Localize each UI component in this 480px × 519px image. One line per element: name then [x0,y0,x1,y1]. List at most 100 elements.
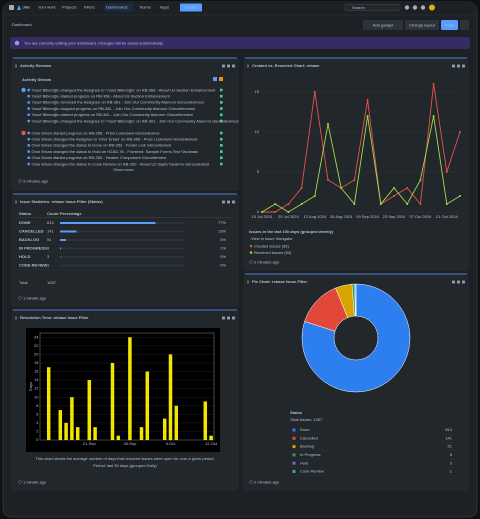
gadget-action-icon[interactable] [452,280,455,284]
y-tick-label: 10 [255,129,260,134]
activity-entry[interactable]: Yusuf Biberoğlu changed the Assignee to … [32,87,217,92]
issue-type-icon [220,88,223,92]
user-avatar [21,130,26,136]
activity-type-icon [27,88,30,92]
gadget-action-icon[interactable] [227,316,230,320]
button-change-layout[interactable] [405,20,439,30]
status-count[interactable]: 141 [47,229,54,234]
legend-label[interactable]: Cancelled [300,435,318,440]
legend-label[interactable]: Hold [300,460,308,465]
header-button-label[interactable]: Change layout [409,22,436,27]
jira-logo[interactable] [17,5,21,10]
status-name[interactable]: BACKLOG [19,237,39,242]
settings-icon[interactable] [420,5,426,10]
button-add-gadget[interactable] [363,20,403,30]
gadget-action-icon[interactable] [222,200,225,204]
status-name[interactable]: CANCELLED [19,229,44,234]
status-name[interactable]: DONE [19,220,31,225]
gadget-action-icon[interactable] [457,64,460,68]
y-tick-label: 6 [36,411,39,416]
gadget-action-icon[interactable] [232,316,235,320]
activity-entry[interactable]: Onur Erkan changed the status to Code Re… [32,161,210,166]
gadget-drag-icon[interactable] [15,64,17,68]
status-count[interactable]: 8 [47,246,50,251]
search-placeholder[interactable]: Search [352,5,365,10]
legend-label[interactable]: In Progress [300,452,320,457]
gadget-drag-icon[interactable] [15,200,17,204]
activity-entry[interactable]: Onur Erkan started progress on RB-355 - … [32,155,167,160]
activity-type-icon [27,150,30,153]
activity-entry[interactable]: Onur Erkan started progress on RB-358 - … [32,130,160,135]
gadget-drag-icon[interactable] [247,64,249,68]
gadget-action-icon[interactable] [232,200,235,204]
help-icon[interactable] [412,5,418,10]
series-point [393,187,395,189]
header-button-label[interactable]: Add gadget [373,22,394,27]
legend-label[interactable]: Done [300,427,310,432]
gadget-title: Created vs. Resolved Chart: rebase [252,63,320,68]
gadget-action-icon[interactable] [227,200,230,204]
activity-entry[interactable]: Onur Erkan changed the Assignee to 'Onur… [32,136,198,141]
nav-item[interactable]: Projects [62,5,76,10]
status-name[interactable]: HOLD [19,254,30,259]
activity-entry[interactable]: Yusuf Biberoğlu started progress on RB-3… [32,112,194,117]
y-tick-label: 14 [34,377,39,382]
activity-entry[interactable]: Onur Erkan changed the status to Hold on… [32,149,199,154]
activity-entry[interactable]: Yusuf Biberoğlu stopped progress on RB-3… [32,106,196,111]
activity-entry[interactable]: Onur Erkan changed the status to Done on… [32,143,172,148]
gadget-action-icon[interactable] [222,316,225,320]
gadget-action-icon[interactable] [222,64,225,68]
issue-type-icon [220,94,223,98]
legend-label[interactable]: Backlog [300,444,314,449]
button-done[interactable] [441,20,458,30]
show-more[interactable]: Show more... [113,167,137,172]
nav-item[interactable]: Teams [139,5,151,10]
pie-slice[interactable] [301,283,411,393]
status-count[interactable]: 1 [47,263,50,268]
activity-rss-icon[interactable] [219,77,223,81]
chart-period: Period: last 30 days (grouped Daily) [93,463,157,468]
nav-item[interactable]: Apps [160,5,169,10]
bar [203,401,208,440]
legend-title: Issues in the last 100 days (grouped wee… [249,229,334,234]
gadget-drag-icon[interactable] [247,280,249,284]
series-point [274,211,277,213]
app-switcher[interactable] [9,5,14,10]
status-count[interactable]: 814 [47,220,54,225]
x-tick-label: 5-Oct [166,441,177,446]
activity-entry[interactable]: Yusuf Biberoğlu started progress on RB-3… [32,93,171,98]
gadget-drag-icon[interactable] [15,316,17,320]
status-name[interactable]: IN PROGRESS [19,246,47,251]
activity-entry[interactable]: Yusuf Biberoğlu removed the Assignee on … [32,100,204,105]
notifications-icon[interactable] [404,5,410,10]
create-label[interactable]: Create [185,5,198,10]
status-name[interactable]: CODE REVIEW [19,263,48,268]
series-point [313,195,316,197]
gadget-action-icon[interactable] [452,64,455,68]
bar [128,337,132,440]
legend-label[interactable]: Code Review [300,469,324,474]
nav-item[interactable]: Filters [84,5,95,10]
status-percentage: 0% [220,254,226,259]
gadget-action-icon[interactable] [462,64,465,68]
activity-entry[interactable]: Yusuf Biberoğlu changed the Assignee to … [32,118,239,123]
gadget-action-icon[interactable] [232,64,235,68]
create-button[interactable] [180,3,202,12]
issue-type-icon [220,113,223,117]
status-count[interactable]: 3 [47,254,50,259]
gadget-title: Activity Streams [20,63,52,68]
nav-item[interactable]: Your work [38,5,56,10]
bar [93,427,97,440]
button-more[interactable] [460,20,469,30]
gadget-action-icon[interactable] [227,64,230,68]
activity-filter-icon[interactable] [213,77,217,81]
gadget-action-icon[interactable] [457,280,460,284]
status-count[interactable]: 51 [47,237,52,242]
bar [162,418,167,440]
issue-navigator-link[interactable]: View in Issue Navigator [251,236,293,241]
search-box[interactable] [344,4,401,11]
avatar[interactable] [429,4,435,11]
nav-item[interactable]: Dashboards [106,5,128,10]
header-button-label[interactable]: Done [445,22,455,27]
gadget-action-icon[interactable] [462,280,465,284]
